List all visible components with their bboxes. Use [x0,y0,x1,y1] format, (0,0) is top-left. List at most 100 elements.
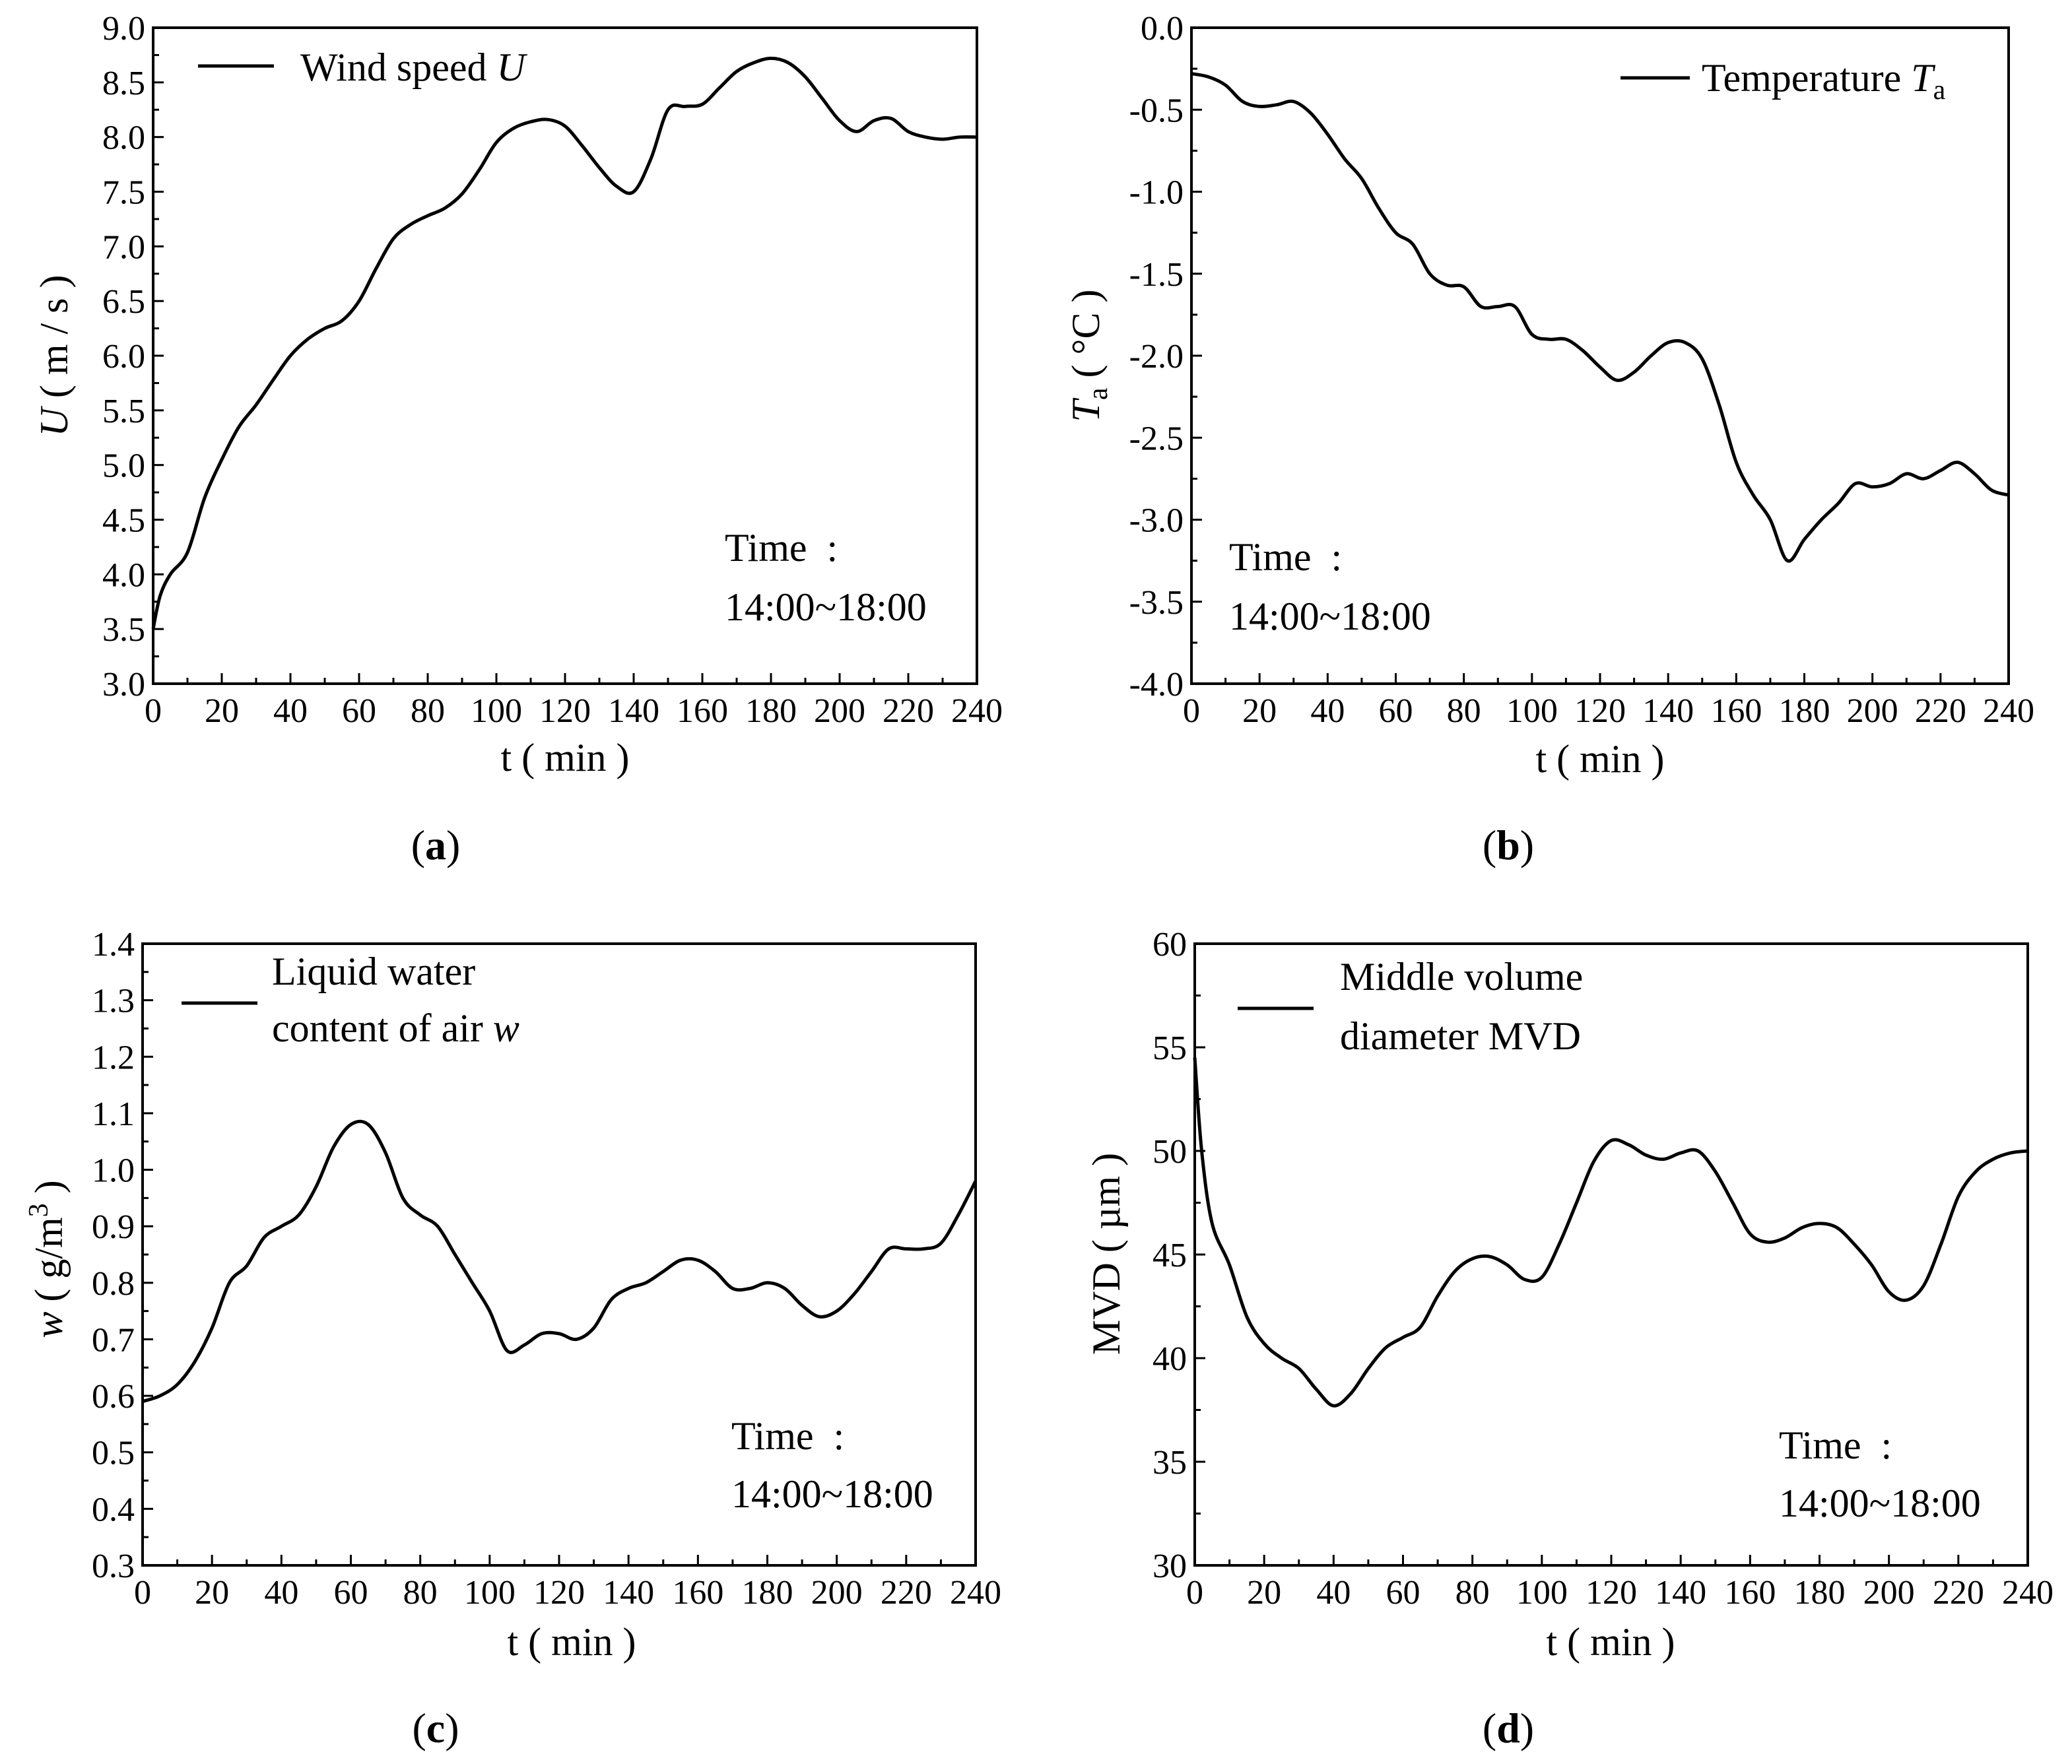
time-note-range: 14:00~18:00 [731,1472,933,1516]
time-note-range: 14:00~18:00 [725,585,927,629]
x-tick-label: 0 [1183,692,1200,730]
y-tick-label: 0.6 [92,1378,135,1416]
x-tick-label: 220 [881,1574,932,1612]
tick-marks [152,26,978,685]
y-tick-label: 3.0 [102,666,145,703]
x-tick-label: 40 [273,692,308,730]
x-tick-label: 40 [1310,692,1345,730]
x-tick-label: 80 [411,692,445,730]
y-tick-label: 5.5 [102,393,145,430]
legend-label-line2: content of air w [272,1006,519,1050]
x-tick-label: 40 [264,1574,298,1612]
x-tick-label: 60 [1379,692,1413,730]
x-tick-label: 160 [672,1574,723,1612]
panel-label-c: (c) [412,1705,459,1751]
y-tick-label: 6.0 [102,338,145,376]
y-tick-label: 0.5 [92,1435,135,1472]
x-tick-label: 160 [1724,1574,1776,1612]
x-tick-label: 120 [1574,692,1626,730]
time-note-label: Time : [725,526,838,570]
x-tick-label: 120 [539,692,591,730]
x-tick-label: 140 [1655,1574,1706,1612]
y-tick-label: -2.5 [1129,420,1184,457]
x-tick-labels: 0 20 40 60 80 100 120 140 160 180 200 220 240 [145,692,1003,730]
x-tick-label: 0 [145,692,162,730]
legend-label: Wind speed U [300,46,528,89]
x-tick-label: 20 [1247,1574,1281,1612]
y-tick-label: 8.0 [102,119,145,157]
x-tick-label: 140 [1642,692,1694,730]
panel-b-temperature: 0 20 40 60 80 100 120 140 160 180 200 220 240 -4.0 -3… [1064,10,2034,868]
x-tick-label: 240 [951,692,1003,730]
y-axis-label: U ( m / s ) [32,275,76,437]
y-tick-label: 1.3 [92,983,135,1020]
x-tick-label: 120 [1586,1574,1637,1612]
x-tick-label: 0 [134,1574,151,1612]
y-tick-labels: -4.0 -3.5 -3.0 -2.5 -2.0 -1.5 -1.0 -0.5 0.0 [1129,10,1184,703]
x-tick-label: 0 [1186,1574,1203,1612]
x-axis-label: t ( min ) [1547,1620,1675,1664]
x-tick-label: 20 [205,692,239,730]
x-tick-label: 240 [1983,692,2034,730]
x-tick-label: 140 [608,692,659,730]
x-tick-label: 180 [745,692,797,730]
y-tick-label: 30 [1153,1548,1187,1585]
x-tick-label: 220 [1933,1574,1984,1612]
panel-c-liquid-water-content: 0 20 40 60 80 100 120 140 160 180 200 220 240 0.3 0.4… [24,926,1001,1751]
y-tick-label: 5.0 [102,447,145,485]
y-tick-label: 0.0 [1141,10,1184,48]
y-tick-label: 35 [1153,1444,1187,1482]
series-line-temperature [1191,72,2009,563]
x-tick-label: 220 [1915,692,1966,730]
y-tick-label: 0.3 [92,1548,135,1585]
y-tick-label: 40 [1153,1340,1187,1378]
y-tick-label: 55 [1153,1029,1187,1067]
x-tick-label: 60 [334,1574,368,1612]
y-tick-label: 45 [1153,1237,1187,1274]
x-tick-label: 220 [883,692,934,730]
panel-label-a: (a) [411,822,461,868]
x-tick-label: 140 [603,1574,654,1612]
x-tick-labels: 0 20 40 60 80 100 120 140 160 180 200 220 240 [1183,692,2034,730]
y-tick-label: 1.0 [92,1152,135,1190]
time-note-range: 14:00~18:00 [1229,595,1431,638]
y-tick-labels: 30 35 40 45 50 55 60 [1153,926,1187,1585]
x-axis-label: t ( min ) [508,1620,636,1664]
y-tick-label: 0.7 [92,1321,135,1359]
x-tick-label: 20 [1242,692,1277,730]
legend-label-line2: diameter MVD [1340,1014,1581,1058]
y-tick-label: -1.5 [1129,256,1184,294]
panel-label-d: (d) [1483,1705,1534,1751]
y-tick-label: 1.4 [92,926,135,964]
tick-marks [1193,942,2029,1567]
time-note-label: Time : [1779,1423,1892,1467]
x-tick-label: 20 [195,1574,229,1612]
panel-d-median-volume-diameter: 0 20 40 60 80 100 120 140 160 180 200 220 240 30 35 40… [1085,926,2054,1751]
y-axis-label: Ta ( °C ) [1064,289,1114,422]
x-tick-label: 180 [742,1574,793,1612]
series-line-mvd [1193,1057,2028,1408]
x-tick-labels: 0 20 40 60 80 100 120 140 160 180 200 220 240 [1186,1574,2054,1612]
x-tick-label: 200 [811,1574,863,1612]
x-tick-label: 100 [471,692,522,730]
y-tick-label: 9.0 [102,10,145,48]
y-tick-label: -4.0 [1129,666,1184,703]
y-tick-label: 0.8 [92,1265,135,1303]
y-tick-label: 7.0 [102,228,145,266]
tick-marks [1190,26,2010,685]
x-tick-labels: 0 20 40 60 80 100 120 140 160 180 200 220 240 [134,1574,1001,1612]
x-tick-label: 60 [1386,1574,1420,1612]
y-axis-label: w ( g/m3 ) [24,1180,71,1338]
y-tick-labels: 3.0 3.5 4.0 4.5 5.0 5.5 6.0 6.5 7.0 7.5 8.0 8.5 9.0 [102,10,145,703]
x-tick-label: 80 [1447,692,1481,730]
time-note-range: 14:00~18:00 [1779,1482,1981,1525]
x-tick-label: 160 [1710,692,1762,730]
legend-label-line1: Middle volume [1340,955,1583,998]
x-tick-label: 200 [1847,692,1898,730]
legend-label: Temperature Ta [1702,56,1946,106]
x-axis-label: t ( min ) [1536,737,1665,781]
y-tick-label: 60 [1153,926,1187,964]
tick-marks [141,942,977,1567]
